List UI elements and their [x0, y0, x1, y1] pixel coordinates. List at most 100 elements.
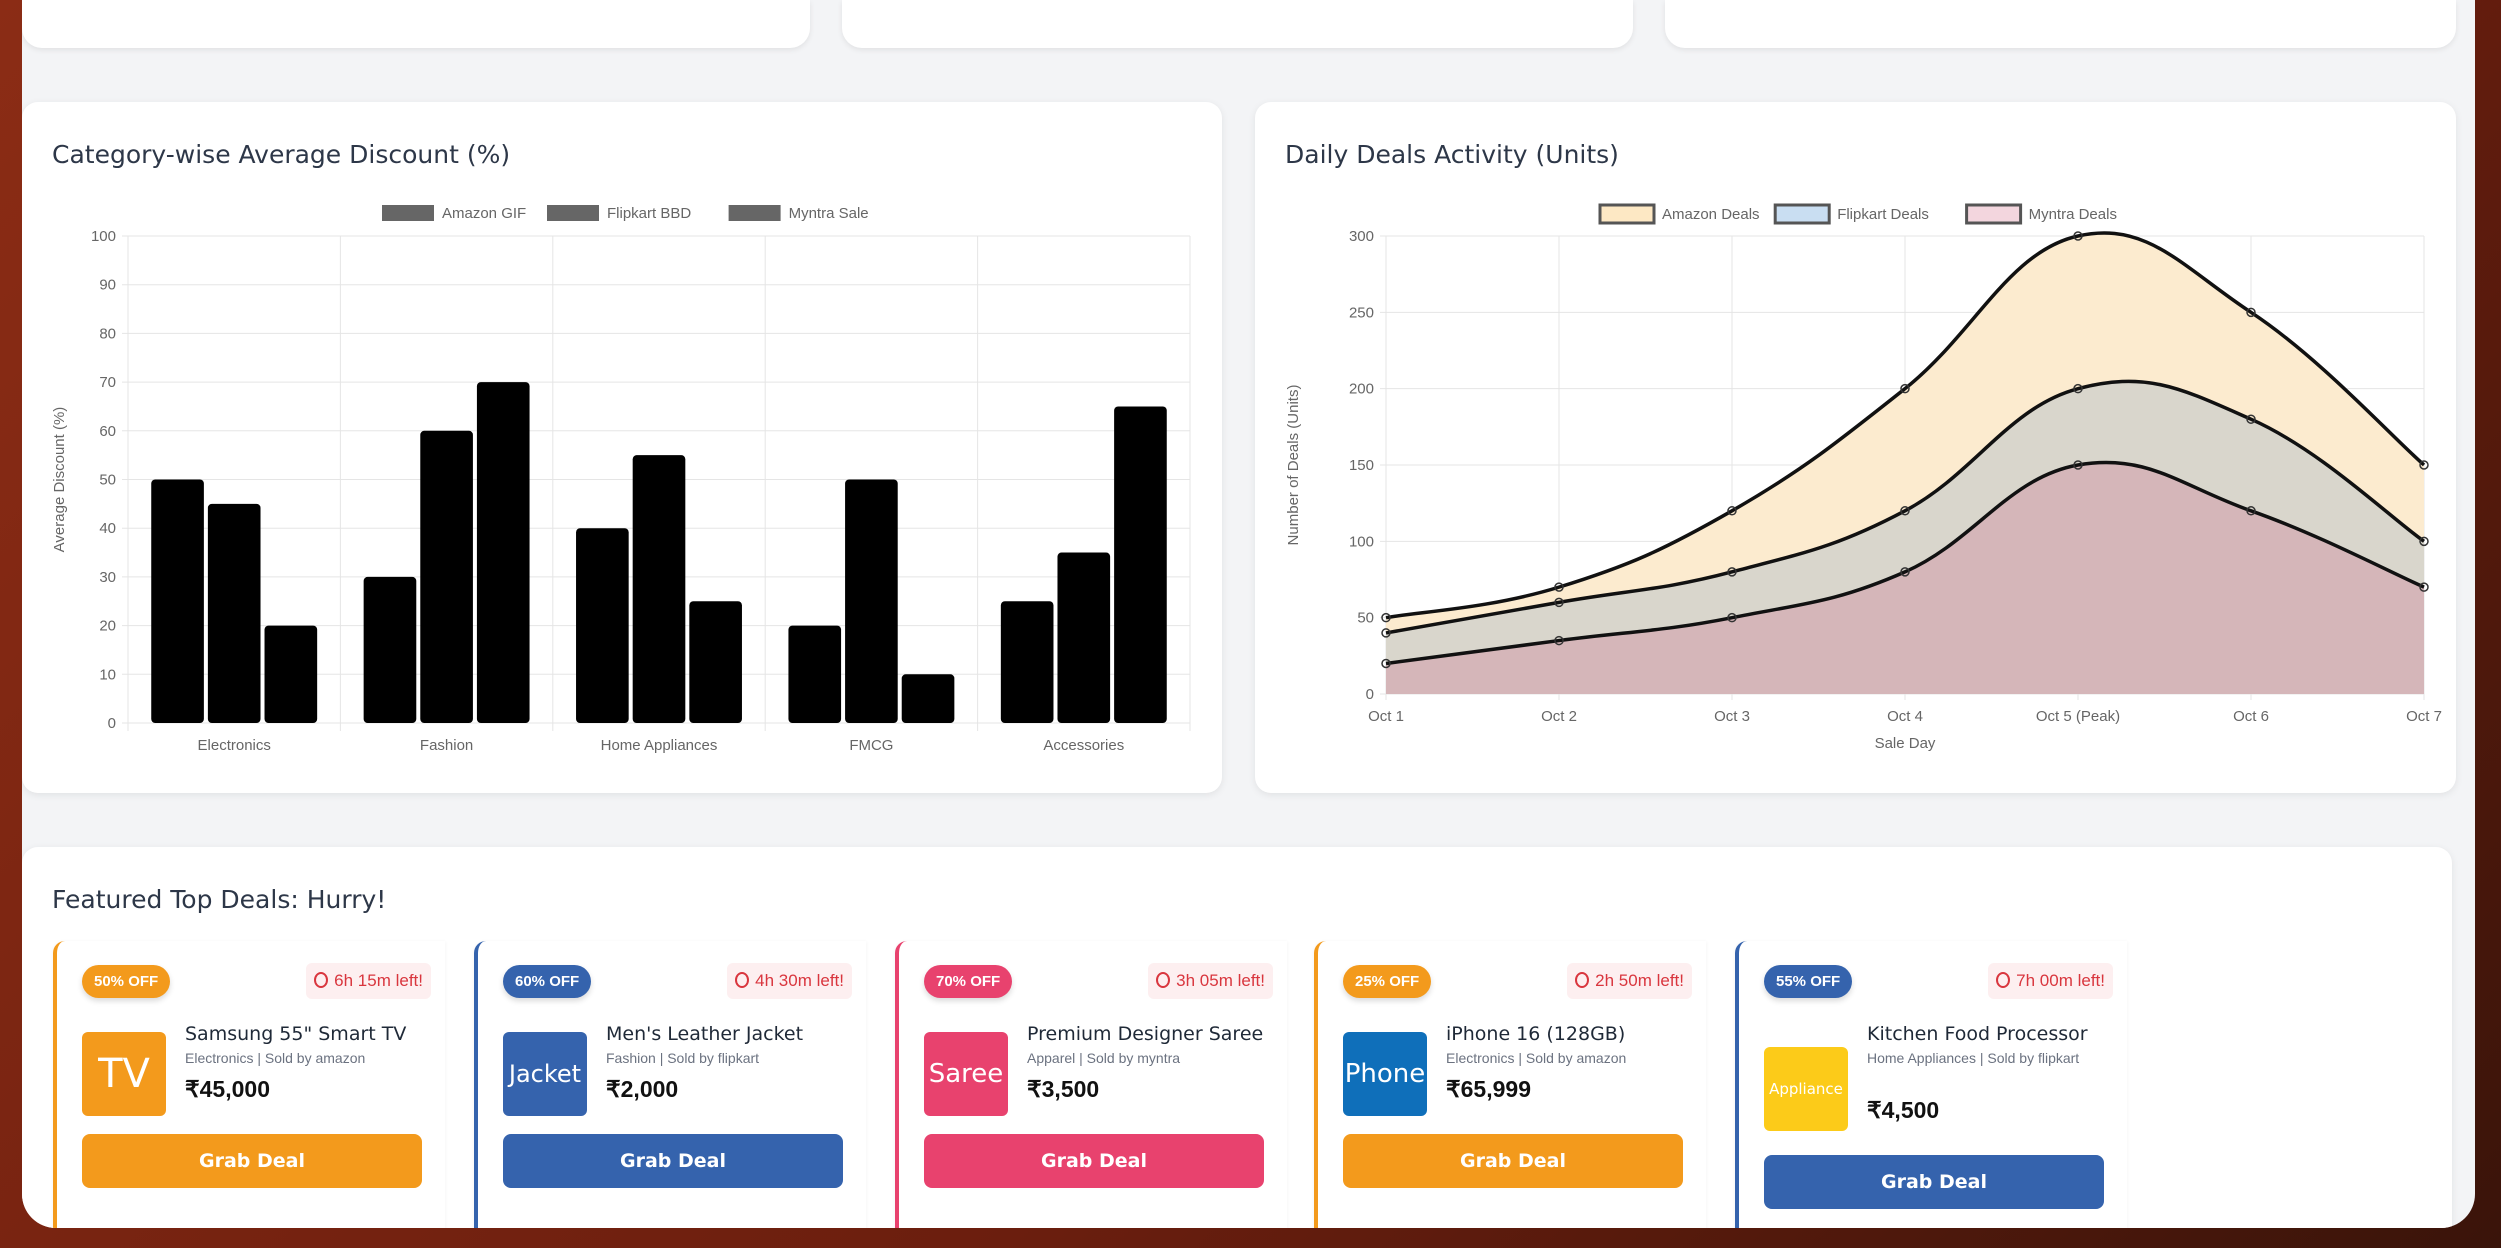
product-meta: Apparel | Sold by myntra	[1027, 1050, 1181, 1066]
chart-title: Category-wise Average Discount (%)	[52, 140, 511, 169]
bar-amazon-gif	[363, 576, 417, 723]
grab-deal-button[interactable]: Grab Deal	[503, 1134, 843, 1188]
legend-swatch	[547, 205, 599, 221]
myntra-deals-point	[1900, 567, 1910, 577]
deal-card: 60% OFF 4h 30m left! Jacket Men's Leathe…	[474, 941, 866, 1228]
amazon-deals-point	[2419, 460, 2429, 470]
bar-flipkart-bbd	[632, 455, 686, 723]
y-axis-label: Average Discount (%)	[51, 407, 68, 553]
x-tick-label: Oct 2	[1541, 708, 1577, 725]
legend-label: Flipkart Deals	[1837, 206, 1929, 223]
grab-deal-button[interactable]: Grab Deal	[82, 1134, 422, 1188]
amazon-deals-point	[1381, 612, 1391, 623]
product-meta: Electronics | Sold by amazon	[1446, 1050, 1627, 1066]
legend-label: Amazon Deals	[1662, 206, 1760, 223]
dashboard: Category-wise Average Discount (%) 0 10 20…	[22, 0, 2475, 1228]
bar-flipkart-bbd	[420, 430, 473, 723]
y-tick-label: 150	[1349, 457, 1374, 474]
legend-label: Myntra Deals	[2029, 206, 2117, 223]
bar-myntra-sale	[1114, 406, 1167, 723]
deal-card: 55% OFF 7h 00m left! Appliance Kitchen F…	[1735, 941, 2127, 1228]
y-tick-label: 20	[99, 618, 116, 635]
myntra-deals-point	[1381, 658, 1391, 669]
x-tick-label: FMCG	[849, 737, 893, 754]
y-tick-label: 0	[1366, 686, 1374, 703]
discount-chart-card: Category-wise Average Discount (%) 0 10 20…	[22, 102, 1222, 793]
timer-text: 6h 15m left!	[334, 971, 423, 990]
y-tick-label: 200	[1349, 381, 1374, 398]
y-tick-label: 90	[99, 277, 116, 294]
bar-myntra-sale	[264, 625, 318, 723]
myntra-deals-point	[2419, 582, 2429, 592]
countdown-timer: 6h 15m left!	[306, 963, 431, 999]
timer-text: 4h 30m left!	[755, 971, 844, 990]
y-tick-label: 60	[99, 423, 116, 440]
y-axis-label: Number of Deals (Units)	[1285, 385, 1302, 546]
product-price: ₹65,999	[1446, 1076, 1531, 1102]
flipkart-deals-point	[2246, 414, 2256, 424]
bar-amazon-gif	[576, 528, 629, 723]
y-tick-label: 250	[1349, 304, 1374, 321]
legend-swatch	[728, 205, 781, 221]
product-thumbnail: Jacket	[503, 1032, 587, 1116]
bar-myntra-sale	[476, 382, 530, 723]
discount-badge: 70% OFF	[924, 965, 1013, 998]
bar-flipkart-bbd	[1057, 552, 1111, 723]
y-tick-label: 300	[1349, 228, 1374, 245]
area-chart: 0 50 100 150 200 250 300 Oct 1 Oct 2 Oct 3 Oct 4 Oc…	[1285, 203, 2442, 752]
flipkart-deals-point	[2073, 383, 2083, 394]
discount-badge: 25% OFF	[1343, 965, 1432, 998]
bar-amazon-gif	[1000, 601, 1054, 723]
y-tick-label: 50	[99, 472, 116, 489]
product-meta: Electronics | Sold by amazon	[185, 1050, 366, 1066]
y-tick-label: 0	[108, 715, 116, 732]
y-tick-label: 100	[1349, 533, 1374, 550]
y-tick-label: 30	[99, 569, 116, 586]
bar-chart: 0 10 20 30 40 50 60 70 80 90 100 Average Discount (…	[51, 205, 1191, 754]
summary-card	[1665, 0, 2456, 48]
flipkart-deals-point	[1381, 628, 1391, 638]
myntra-deals-point	[2073, 460, 2083, 470]
y-tick-label: 50	[1357, 610, 1374, 627]
discount-badge: 60% OFF	[503, 965, 592, 998]
clock-icon	[1156, 972, 1171, 988]
flipkart-deals-point	[2419, 536, 2429, 547]
legend-swatch	[1773, 203, 1831, 225]
grab-deal-button[interactable]: Grab Deal	[1764, 1155, 2104, 1209]
clock-icon	[735, 972, 750, 988]
product-name: Premium Designer Saree	[1027, 1023, 1264, 1045]
y-tick-label: 40	[99, 520, 116, 537]
myntra-deals-area	[1386, 462, 2424, 694]
discount-badge: 50% OFF	[82, 965, 171, 998]
product-name: Kitchen Food Processor	[1867, 1023, 2088, 1045]
bar-myntra-sale	[901, 674, 955, 723]
timer-text: 2h 50m left!	[1595, 971, 1684, 990]
legend-swatch	[1598, 203, 1656, 225]
legend-label: Myntra Sale	[789, 205, 869, 222]
clock-icon	[1996, 972, 2011, 988]
grab-deal-button[interactable]: Grab Deal	[924, 1134, 1264, 1188]
product-price: ₹2,000	[606, 1076, 679, 1102]
x-axis-label: Sale Day	[1875, 735, 1936, 752]
bar-flipkart-bbd	[207, 503, 261, 723]
grab-deal-button[interactable]: Grab Deal	[1343, 1134, 1683, 1188]
amazon-deals-point	[2073, 231, 2083, 241]
x-tick-label: Oct 1	[1368, 708, 1404, 725]
myntra-deals-point	[1554, 635, 1564, 646]
amazon-deals-point	[1554, 582, 1564, 592]
legend-label: Flipkart BBD	[607, 205, 691, 222]
legend-swatch	[382, 205, 434, 221]
product-thumbnail: Saree	[924, 1032, 1008, 1116]
x-tick-label: Oct 3	[1714, 708, 1750, 725]
x-tick-label: Oct 5 (Peak)	[2036, 708, 2120, 725]
legend-swatch	[1965, 203, 2023, 225]
product-thumbnail: TV	[82, 1032, 166, 1116]
x-tick-label: Electronics	[198, 737, 271, 754]
deal-card: 70% OFF 3h 05m left! Saree Premium Desig…	[895, 941, 1287, 1228]
bar-flipkart-bbd	[845, 479, 898, 723]
product-meta: Fashion | Sold by flipkart	[606, 1050, 760, 1066]
product-price: ₹45,000	[185, 1076, 270, 1102]
amazon-deals-point	[2246, 307, 2256, 318]
deals-activity-chart-card: Daily Deals Activity (Units) 0 50 100 150 20…	[1255, 102, 2456, 793]
discount-badge: 55% OFF	[1764, 965, 1853, 998]
